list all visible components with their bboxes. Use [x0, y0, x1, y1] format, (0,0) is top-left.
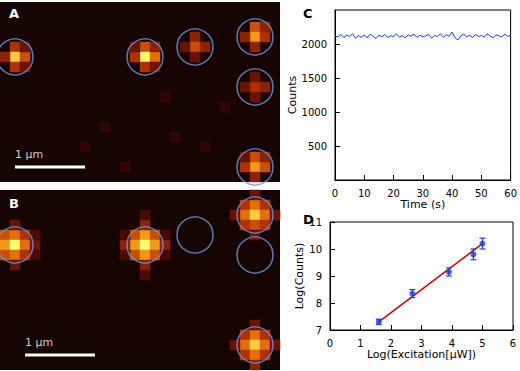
svg-text:Time (s): Time (s): [399, 198, 445, 211]
svg-text:B: B: [9, 196, 19, 211]
svg-text:11: 11: [309, 216, 322, 228]
svg-text:1 μm: 1 μm: [25, 336, 53, 349]
svg-text:10: 10: [358, 188, 371, 199]
svg-text:Counts: Counts: [286, 76, 299, 115]
svg-text:1500: 1500: [302, 73, 327, 84]
svg-text:A: A: [9, 6, 19, 21]
svg-text:2: 2: [388, 338, 394, 349]
svg-text:500: 500: [308, 141, 327, 152]
svg-text:3: 3: [418, 338, 424, 349]
svg-text:30: 30: [416, 188, 429, 199]
svg-text:7: 7: [316, 325, 322, 336]
svg-text:10: 10: [309, 244, 322, 255]
svg-text:20: 20: [387, 188, 400, 199]
svg-text:6: 6: [510, 338, 516, 349]
svg-text:4: 4: [449, 338, 455, 349]
svg-text:50: 50: [475, 188, 488, 199]
svg-text:Log(Counts): Log(Counts): [293, 243, 306, 310]
svg-text:1 μm: 1 μm: [15, 148, 43, 161]
svg-text:2000: 2000: [302, 39, 327, 50]
svg-text:9: 9: [316, 271, 322, 282]
svg-text:8: 8: [316, 298, 322, 309]
svg-text:60: 60: [504, 188, 517, 199]
svg-text:C: C: [303, 6, 313, 21]
svg-text:40: 40: [446, 188, 459, 199]
svg-text:0: 0: [327, 338, 333, 349]
svg-text:1: 1: [357, 338, 363, 349]
svg-text:0: 0: [332, 188, 338, 199]
svg-text:1000: 1000: [302, 107, 327, 118]
svg-text:Log(Excitation[μW]): Log(Excitation[μW]): [367, 348, 476, 361]
svg-text:5: 5: [479, 338, 485, 349]
svg-text:D: D: [303, 212, 314, 227]
